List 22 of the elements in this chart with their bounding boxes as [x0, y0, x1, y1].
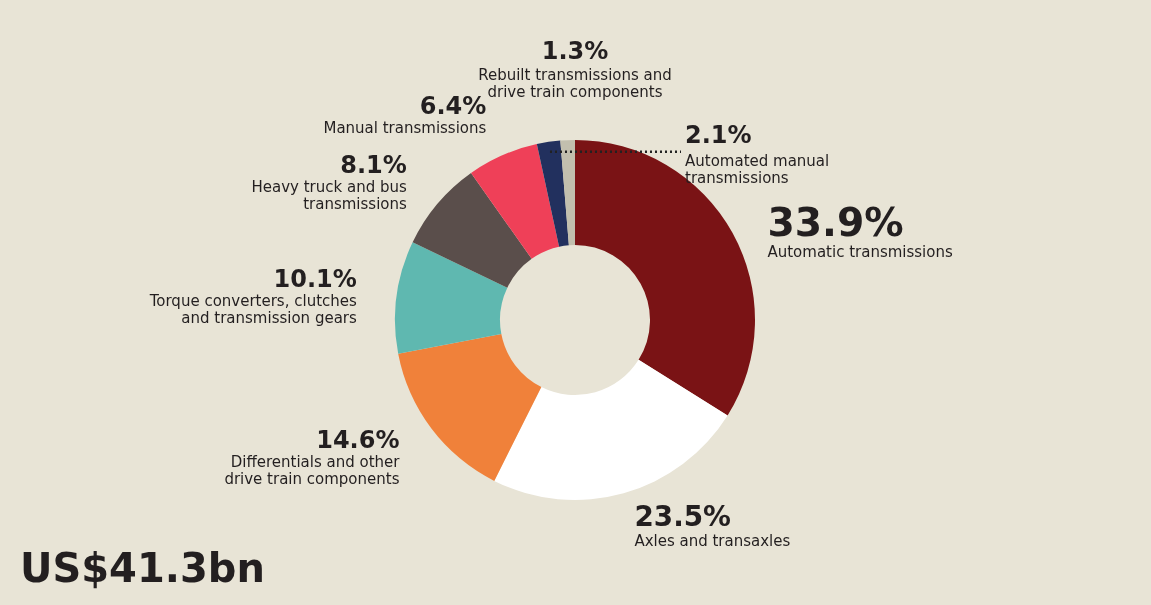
slice-label: Torque converters, clutches and transmission gears [148, 291, 357, 327]
slice-label: Axles and transaxles [634, 531, 791, 550]
slice-label: Differentials and other drive train components [224, 452, 401, 488]
data-label: 23.5% [634, 499, 732, 533]
data-label: 2.1% [685, 120, 752, 149]
text: US$41.3bn [20, 545, 265, 591]
donut-slice [494, 359, 728, 500]
data-label: 33.9% [767, 199, 904, 245]
slice-label: Manual transmissions [323, 118, 487, 137]
donut-slice [536, 140, 569, 247]
donut-slice [471, 144, 560, 259]
data-label: 1.3% [541, 37, 609, 65]
data-label: 8.1% [340, 151, 407, 180]
slice-label: Heavy truck and bus transmissions [251, 178, 407, 214]
slice-label: Automatic transmissions [767, 243, 953, 262]
data-label: 14.6% [316, 425, 400, 454]
donut-slice [412, 173, 532, 288]
data-label: 10.1% [273, 264, 357, 293]
donut-slice [560, 140, 575, 246]
donut-slice [395, 242, 508, 354]
donut-slice [398, 334, 542, 481]
slice-label: Automated manual transmissions [685, 151, 830, 187]
